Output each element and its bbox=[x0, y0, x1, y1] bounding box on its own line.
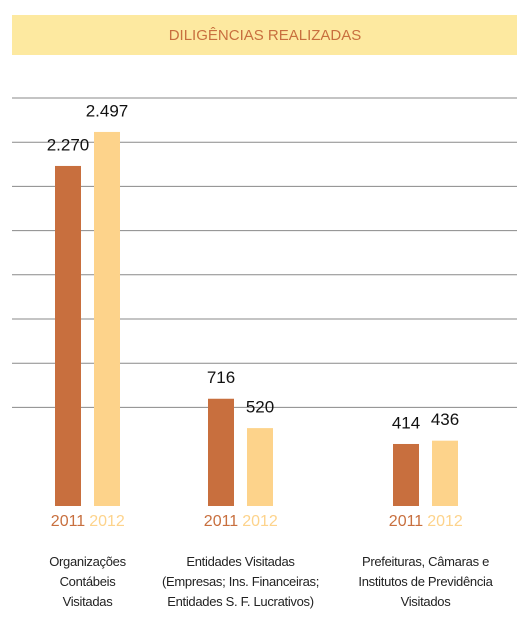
chart-title: DILIGÊNCIAS REALIZADAS bbox=[169, 27, 362, 44]
value-label: 2.270 bbox=[47, 135, 90, 154]
bar bbox=[393, 443, 419, 506]
bar bbox=[432, 440, 458, 506]
series-label: 2011 bbox=[389, 513, 424, 530]
series-label: 2012 bbox=[242, 513, 278, 530]
value-label: 414 bbox=[392, 413, 420, 432]
value-label: 716 bbox=[207, 368, 235, 387]
series-label: 2011 bbox=[51, 513, 86, 530]
value-label: 2.497 bbox=[86, 101, 129, 120]
bar bbox=[208, 398, 234, 506]
category-label: Prefeituras, Câmaras e Institutos de Pre… bbox=[358, 554, 493, 609]
bar bbox=[247, 428, 273, 506]
bar bbox=[55, 165, 81, 507]
value-label: 520 bbox=[246, 398, 274, 417]
series-label: 2012 bbox=[427, 513, 463, 530]
series-label: 2012 bbox=[89, 513, 125, 530]
series-label: 2011 bbox=[204, 513, 239, 530]
category-label: Organizações Contábeis Visitadas bbox=[49, 554, 126, 609]
value-label: 436 bbox=[431, 410, 459, 429]
category-label: Entidades Visitadas (Empresas; Ins. Fina… bbox=[161, 554, 320, 609]
title-band bbox=[12, 15, 517, 55]
bar bbox=[94, 131, 120, 506]
